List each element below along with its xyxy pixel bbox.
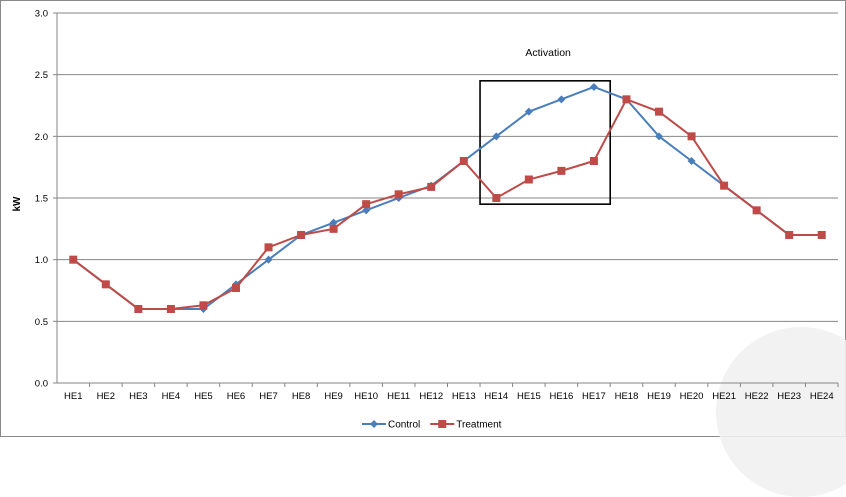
x-tick-label: HE6 xyxy=(227,391,245,402)
data-point xyxy=(231,284,240,293)
legend-marker xyxy=(438,420,447,428)
activation-label: Activation xyxy=(525,47,571,59)
series-line xyxy=(72,98,822,310)
data-point xyxy=(524,107,533,116)
data-point xyxy=(264,255,273,264)
y-tick-label: 0.0 xyxy=(35,379,48,390)
y-tick-label: 2.5 xyxy=(35,70,48,81)
x-tick-label: HE16 xyxy=(550,391,574,402)
legend-item-treatment: Treatment xyxy=(430,420,502,431)
data-point xyxy=(329,218,338,227)
legend-label: Treatment xyxy=(456,420,501,431)
x-tick-label: HE12 xyxy=(419,391,443,402)
data-point xyxy=(655,132,664,141)
data-point xyxy=(752,206,761,215)
x-tick-label: HE1 xyxy=(64,391,82,402)
data-point xyxy=(720,181,729,190)
data-point xyxy=(622,95,631,104)
data-point xyxy=(687,157,696,165)
data-point xyxy=(394,190,403,199)
data-point xyxy=(524,175,533,184)
data-point xyxy=(166,305,175,313)
data-point xyxy=(362,200,371,209)
x-tick-label: HE23 xyxy=(777,391,801,402)
y-tick-label: 3.0 xyxy=(35,9,48,20)
data-point xyxy=(101,280,110,289)
x-tick-label: HE13 xyxy=(452,391,476,402)
legend-item-control: Control xyxy=(362,420,420,431)
data-point xyxy=(459,157,468,165)
y-tick-label: 1.5 xyxy=(35,194,48,205)
data-point xyxy=(297,231,306,239)
grid-lines xyxy=(57,12,838,384)
y-tick-label: 1.0 xyxy=(35,255,48,266)
data-point xyxy=(492,132,501,141)
data-point xyxy=(134,305,143,313)
data-point xyxy=(687,132,696,141)
y-tick-label: 0.5 xyxy=(35,317,48,328)
data-point xyxy=(557,166,566,175)
x-tick-label: HE3 xyxy=(129,391,147,402)
x-tick-label: HE18 xyxy=(615,391,639,402)
data-point xyxy=(785,231,794,239)
x-tick-label: HE7 xyxy=(259,391,277,402)
data-point xyxy=(655,107,664,116)
data-point xyxy=(362,206,371,215)
data-point xyxy=(589,157,598,165)
series-treatment xyxy=(69,95,826,313)
activation-box xyxy=(479,80,612,205)
data-point xyxy=(427,182,436,191)
data-point xyxy=(264,243,273,252)
x-tick-label: HE15 xyxy=(517,391,541,402)
line-chart: 0.0 0.5 1.0 1.5 2.0 2.5 3.0 HE1 HE2 HE3 HE4 HE5 HE6… xyxy=(12,9,839,431)
data-point xyxy=(492,194,501,202)
x-tick-label: HE22 xyxy=(745,391,769,402)
x-tick-label: HE11 xyxy=(387,391,410,402)
legend-label: Control xyxy=(388,420,420,431)
x-tick-label: HE14 xyxy=(484,391,508,402)
y-tick-label: 2.0 xyxy=(35,132,48,143)
y-axis-title: kW xyxy=(12,196,23,212)
x-tick-label: HE20 xyxy=(680,391,704,402)
x-tick-label: HE4 xyxy=(162,391,180,402)
x-tick-label: HE9 xyxy=(324,391,342,402)
data-point xyxy=(329,224,338,233)
x-axis: HE1 HE2 HE3 HE4 HE5 HE6 HE7 HE8 HE9 HE10 HE11 HE12 H… xyxy=(64,383,839,402)
series-layer xyxy=(69,83,826,313)
x-tick-label: HE8 xyxy=(292,391,310,402)
legend: Control Treatment xyxy=(362,420,502,431)
data-point xyxy=(589,83,598,91)
data-point xyxy=(69,255,78,264)
chart-frame xyxy=(0,0,846,437)
data-point xyxy=(817,231,826,239)
data-point xyxy=(557,95,566,104)
y-axis: 0.0 0.5 1.0 1.5 2.0 2.5 3.0 xyxy=(35,9,58,390)
x-tick-label: HE2 xyxy=(97,391,115,402)
data-point xyxy=(199,301,208,310)
x-tick-label: HE17 xyxy=(582,391,606,402)
x-tick-label: HE24 xyxy=(810,391,834,402)
x-tick-label: HE5 xyxy=(194,391,212,402)
x-tick-label: HE10 xyxy=(354,391,378,402)
x-tick-label: HE19 xyxy=(647,391,671,402)
x-tick-label: HE21 xyxy=(712,391,736,402)
legend-marker xyxy=(370,420,378,428)
